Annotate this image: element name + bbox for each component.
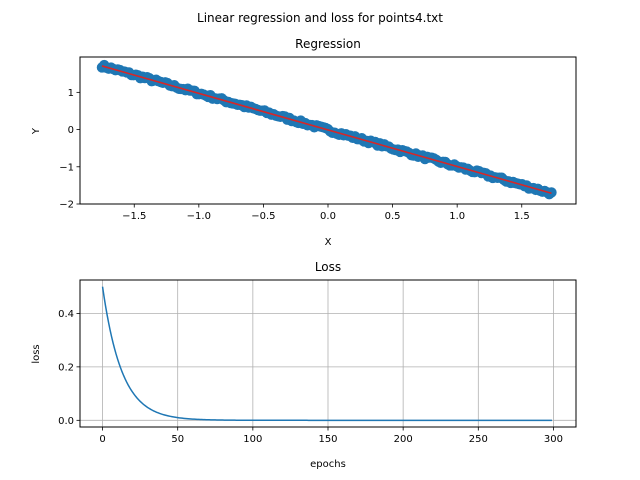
loss-title: Loss [315, 260, 341, 274]
regression-subplot: Regression −1.5 −1.0 −0.5 0.0 0.5 1.0 1.5 −2 −1… [31, 37, 577, 248]
y-tick-label: 1 [68, 88, 74, 99]
x-tick-label: 0.0 [320, 211, 336, 222]
x-tick-label: 100 [243, 434, 262, 445]
regression-y-ticks: −2 −1 0 1 [59, 88, 80, 211]
x-tick-label: 1.5 [514, 211, 530, 222]
y-tick-label: 0.2 [58, 362, 74, 373]
x-tick-label: −1.5 [122, 211, 146, 222]
loss-line-group [101, 286, 552, 422]
y-tick-label: −1 [59, 162, 74, 173]
regression-title: Regression [295, 37, 361, 51]
y-tick-label: 0.4 [58, 309, 74, 320]
figure-suptitle: Linear regression and loss for points4.t… [197, 11, 443, 25]
x-tick-label: 0.5 [385, 211, 401, 222]
x-tick-label: 50 [171, 434, 184, 445]
regression-xlabel: X [325, 237, 332, 248]
regression-ylabel: Y [31, 127, 42, 135]
y-tick-label: 0 [68, 125, 74, 136]
x-tick-label: 150 [318, 434, 337, 445]
regression-fit-line [101, 65, 552, 194]
x-tick-label: −0.5 [251, 211, 275, 222]
loss-line [101, 286, 552, 422]
x-tick-label: 1.0 [449, 211, 465, 222]
y-tick-label: 0.0 [58, 416, 74, 427]
x-tick-label: 250 [469, 434, 488, 445]
loss-ylabel: loss [31, 344, 42, 363]
y-tick-label: −2 [59, 200, 74, 211]
x-tick-label: 200 [394, 434, 413, 445]
loss-y-ticks: 0.0 0.2 0.4 [58, 309, 80, 427]
regression-fit-line-group [101, 65, 552, 194]
x-tick-label: 0 [99, 434, 105, 445]
loss-x-ticks: 0 50 100 150 200 250 300 [99, 427, 563, 445]
loss-xlabel: epochs [310, 459, 346, 470]
x-tick-label: −1.0 [187, 211, 211, 222]
x-tick-label: 300 [544, 434, 563, 445]
loss-subplot: Loss 0 50 100 150 200 250 300 0.0 0.2 0.4 epochs… [31, 260, 577, 470]
regression-x-ticks: −1.5 −1.0 −0.5 0.0 0.5 1.0 1.5 [122, 204, 530, 222]
